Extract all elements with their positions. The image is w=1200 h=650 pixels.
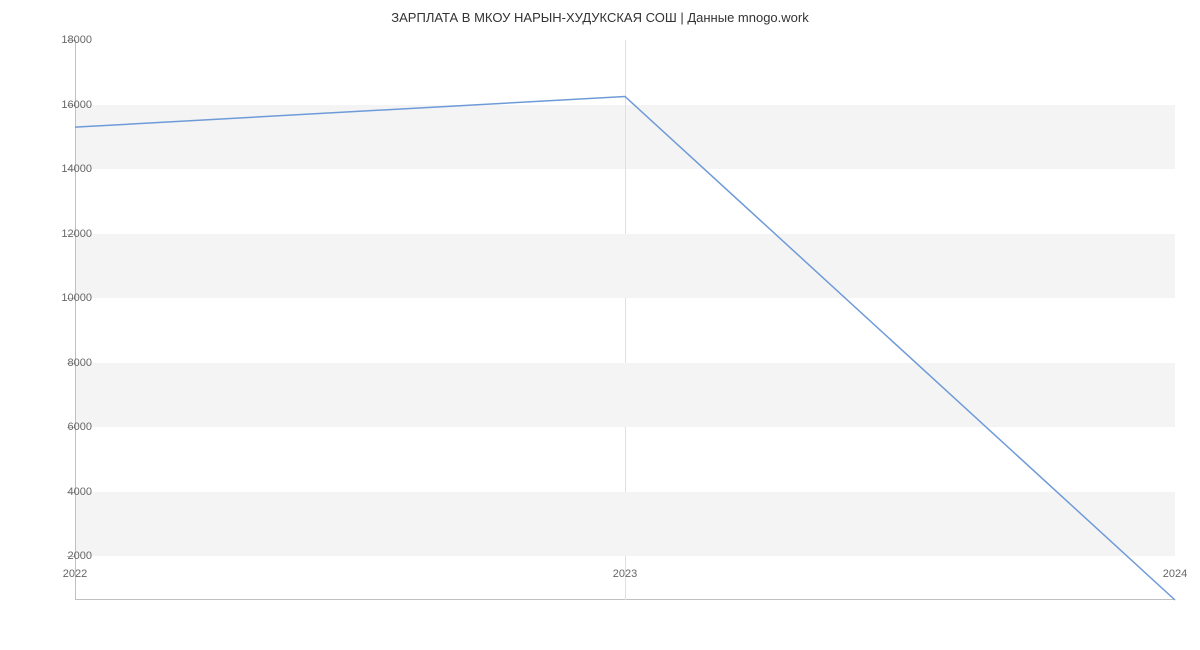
x-axis-label: 2024 xyxy=(1163,568,1187,580)
series-line xyxy=(75,96,1175,600)
y-axis-label: 4000 xyxy=(68,486,92,498)
chart-container xyxy=(75,40,1175,600)
plot-area xyxy=(75,40,1175,600)
x-axis-label: 2023 xyxy=(613,568,637,580)
x-axis-label: 2022 xyxy=(63,568,87,580)
y-axis-label: 14000 xyxy=(61,163,92,175)
y-axis-label: 16000 xyxy=(61,99,92,111)
y-axis-label: 12000 xyxy=(61,228,92,240)
line-series xyxy=(75,40,1175,600)
y-axis-label: 2000 xyxy=(68,550,92,562)
chart-title: ЗАРПЛАТА В МКОУ НАРЫН-ХУДУКСКАЯ СОШ | Да… xyxy=(0,0,1200,25)
y-axis-label: 8000 xyxy=(68,357,92,369)
y-axis-label: 6000 xyxy=(68,421,92,433)
y-axis-label: 10000 xyxy=(61,292,92,304)
y-axis-label: 18000 xyxy=(61,34,92,46)
